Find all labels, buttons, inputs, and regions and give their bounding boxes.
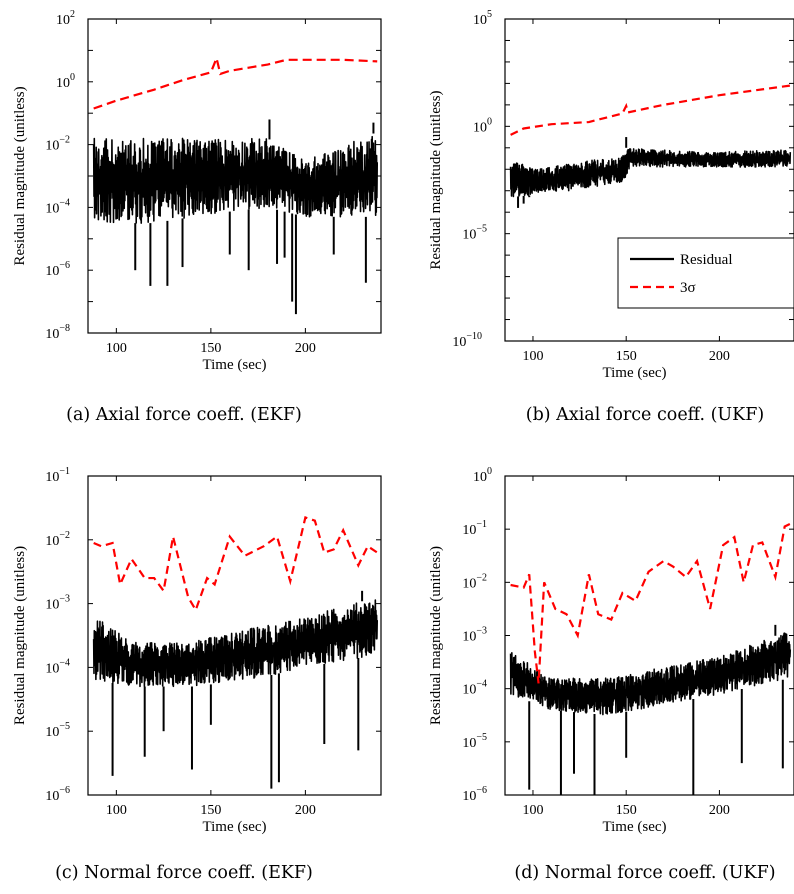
y-axis-label: Residual magnitude (unitless)	[428, 546, 444, 725]
residual-series-line	[92, 599, 379, 688]
panel-d-normal-ukf: 100 150 200 100 10−1 10−2 10−3 10−4 10−5 10−6 Time…	[428, 466, 794, 883]
y-tick-label: 10−2	[45, 135, 70, 154]
legend-box	[617, 237, 794, 309]
x-tick-label: 200	[295, 341, 316, 356]
panel-b-axial-ukf: 100 150 200 105 100 10−5 10−10 Time (sec) Residu…	[428, 9, 794, 425]
x-axis-label: Time (sec)	[202, 819, 266, 835]
x-tick-label: 150	[616, 803, 637, 818]
panel-caption: (d) Normal force coeff. (UKF)	[514, 863, 775, 883]
y-tick-label: 100	[473, 466, 492, 485]
y-tick-label: 10−3	[462, 626, 487, 645]
panel-caption: (b) Axial force coeff. (UKF)	[526, 405, 764, 425]
y-tick-label: 105	[473, 9, 492, 28]
y-tick-label: 10−8	[45, 323, 70, 342]
residual-series-line	[92, 135, 379, 224]
x-tick-label: 200	[709, 803, 730, 818]
three-sigma-series-line	[93, 516, 378, 613]
y-tick-label: 100	[473, 116, 492, 135]
axes-frame	[87, 475, 382, 796]
y-tick-label: 10−2	[462, 572, 487, 591]
y-tick-label: 10−1	[462, 519, 487, 538]
x-axis-label: Time (sec)	[602, 819, 666, 835]
y-axis-label: Residual magnitude (unitless)	[12, 86, 28, 265]
x-tick-label: 100	[106, 341, 127, 356]
panel-a-axial-ekf: 100 150 200 102 100 10−2 10−4 10−6 10−8 Time (sec…	[12, 9, 382, 425]
x-tick-label: 150	[200, 803, 221, 818]
x-tick-label: 200	[295, 803, 316, 818]
axes-frame	[504, 475, 794, 796]
x-tick-label: 100	[522, 349, 543, 364]
panel-caption: (a) Axial force coeff. (EKF)	[66, 405, 302, 425]
three-sigma-series-line	[93, 54, 378, 110]
y-tick-label: 10−5	[462, 732, 487, 751]
legend-entry-label: Residual	[680, 252, 733, 268]
y-tick-label: 10−4	[45, 657, 70, 676]
x-axis-label: Time (sec)	[202, 357, 266, 373]
y-tick-label: 10−2	[45, 530, 70, 549]
y-tick-label: 10−6	[45, 260, 70, 279]
x-tick-label: 100	[106, 803, 127, 818]
residual-series-line	[509, 147, 792, 198]
y-tick-label: 102	[56, 9, 75, 28]
x-tick-label: 200	[709, 349, 730, 364]
y-tick-label: 10−4	[462, 679, 487, 698]
three-sigma-series-line	[510, 84, 791, 136]
y-tick-label: 100	[56, 72, 75, 91]
y-tick-label: 10−6	[45, 785, 70, 804]
three-sigma-series-line	[510, 522, 791, 684]
y-tick-label: 10−6	[462, 785, 487, 804]
axes-frame	[504, 18, 794, 342]
x-tick-label: 150	[616, 349, 637, 364]
panel-caption: (c) Normal force coeff. (EKF)	[55, 863, 313, 883]
y-axis-label: Residual magnitude (unitless)	[428, 90, 444, 269]
y-tick-label: 10−5	[45, 721, 70, 740]
panel-c-normal-ekf: 100 150 200 10−1 10−2 10−3 10−4 10−5 10−6 Time (s…	[12, 466, 382, 883]
x-axis-label: Time (sec)	[602, 365, 666, 381]
y-tick-label: 10−4	[45, 197, 70, 216]
y-tick-label: 10−5	[462, 224, 487, 243]
legend-entry-label: 3σ	[680, 280, 696, 296]
x-tick-label: 150	[200, 341, 221, 356]
y-tick-label: 10−1	[45, 466, 70, 485]
residual-series-line	[509, 632, 792, 716]
y-axis-label: Residual magnitude (unitless)	[12, 546, 28, 725]
y-tick-label: 10−3	[45, 594, 70, 613]
y-tick-label: 10−10	[452, 331, 482, 350]
x-tick-label: 100	[522, 803, 543, 818]
